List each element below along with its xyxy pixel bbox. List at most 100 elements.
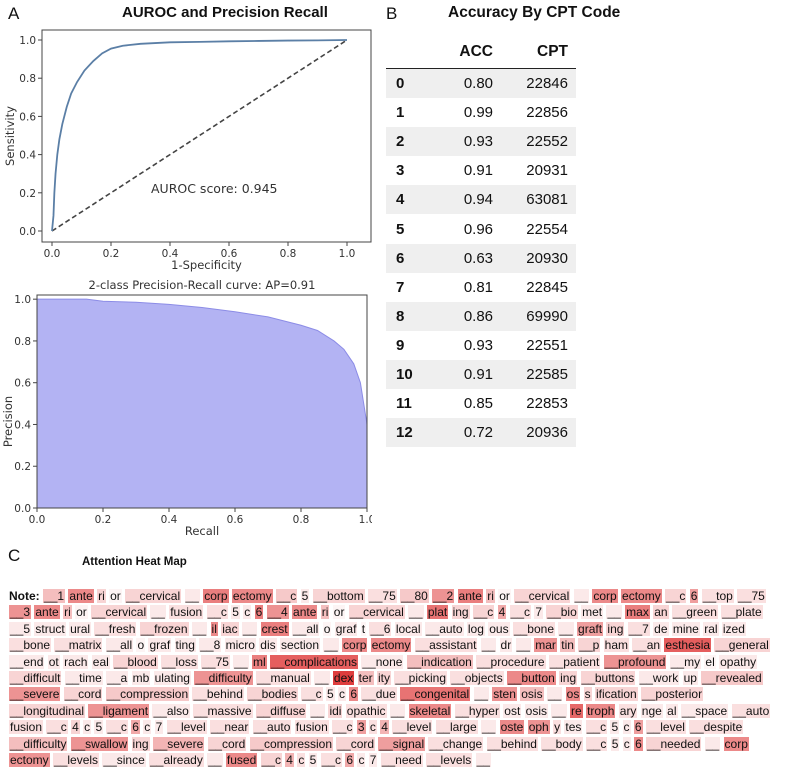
roc-curve [51,39,348,232]
attention-token: c [243,605,252,620]
attention-token: oph [527,720,550,735]
attention-token: __ [184,589,200,603]
attention-token: __levels [426,753,473,768]
attention-token: or [498,589,511,603]
attention-token: __ [389,703,406,718]
attention-token: __plate [721,605,763,620]
attention-token: ectomy [9,753,50,768]
attention-token: re [570,703,583,718]
table-row: 2 0.93 22552 [386,127,576,157]
attention-token: iac [221,621,239,636]
attention-token: s [583,687,592,702]
attention-token: 4 [71,720,80,735]
attention-token: __my [669,654,702,669]
attention-token: ter [357,671,374,686]
attention-token: ized [721,621,746,636]
attention-token: __a [106,671,129,686]
acc-cell: 0.93 [463,336,494,354]
attention-token: __difficult [9,671,62,686]
cpt-cell: 22846 [526,75,568,93]
attention-token: c [297,753,306,768]
attention-token: __since [102,753,146,768]
attention-token: crest [260,621,289,636]
attention-token: __all [105,638,134,653]
acc-cell: 0.63 [463,249,494,267]
attention-token: graft [577,621,604,636]
attention-token: __work [638,671,680,686]
attention-token: ing [559,671,578,686]
attention-token: __auto [252,720,292,735]
attention-token: or [332,605,346,620]
attention-token: ary [618,703,638,718]
attention-token: __c [585,736,608,751]
attention-token: __c [46,720,68,735]
cpt-cell: 22845 [526,278,568,296]
attention-token: dex [332,671,355,686]
attention-token: mar [534,638,557,653]
attention-token: __behind [192,687,244,702]
cpt-cell: 22853 [526,395,568,413]
attention-token: __levels [53,753,100,768]
pr-ylabel: Precision [1,396,15,447]
attention-token: oste [499,720,525,735]
attention-token: __ [314,671,330,686]
roc-plot-frame [41,29,372,243]
attention-token: mine [671,621,700,636]
roc-chance-line [51,39,348,232]
attention-token: __behind [486,736,538,751]
attention-token: local [394,621,422,636]
pr-ytick-label: 0.6 [14,378,31,390]
attention-token: __c [206,605,228,620]
attention-token: 5 [94,720,104,735]
table-row: 10 0.91 22585 [386,359,576,390]
attention-token: ral [703,621,719,636]
header-acc: ACC [459,42,494,60]
attention-token: 5 [610,736,620,751]
attention-token: ectomy [621,589,662,603]
attention-token: __c [106,720,128,735]
auroc-title: AUROC and Precision Recall [122,4,328,21]
acc-cell: 0.96 [463,220,494,238]
attention-token: 7 [154,720,164,735]
roc-xtick-label: 0.4 [162,248,179,260]
attention-token: __compression [249,736,334,751]
attention-token: __loss [161,654,198,669]
attention-token: __cord [63,687,103,702]
attention-token: __profound [603,654,667,669]
attention-token: skeletal [408,703,452,718]
attention-token: __objects [450,671,504,686]
roc-xtick-label: 0.0 [44,248,61,260]
attention-token: al [666,703,678,718]
attention-token: __2 [432,589,455,603]
attention-token: tin [560,638,575,653]
attention-token: ham [603,638,629,653]
attention-token: __fresh [94,621,137,636]
attention-token: ri [486,589,495,603]
attention-token: an [653,605,669,620]
header-index [386,35,438,69]
table-row: 3 0.91 20931 [386,156,576,185]
attention-token: __severe [152,736,205,751]
pr-ytick-label: 0.4 [14,419,31,431]
attention-token: o [322,621,332,636]
roc-xlabel: 1-Specificity [171,258,242,272]
attention-token: __compression [105,687,190,702]
attention-token: fused [225,753,258,768]
attention-token: rach [63,654,89,669]
roc-xtick-label: 0.2 [103,248,120,260]
attention-token: 6 [349,687,359,702]
attention-token: __ [704,736,721,751]
panel-letter-c: C [8,546,21,565]
header-cpt: CPT [537,42,568,60]
attention-token: corp [723,736,749,751]
attention-token: __general [714,638,770,653]
acc-cell: 0.80 [463,75,494,93]
index-cell: 5 [396,220,405,238]
attention-token: ing [606,621,625,636]
accuracy-table: ACC CPT 0 0.80 22846 1 0.99 22856 2 0.93 22552 3 0… [386,35,576,448]
attention-token: __massive [193,703,253,718]
attention-token: 3 [356,720,366,735]
pr-xtick-label: 0.0 [29,514,46,526]
attention-token: __complications [269,654,359,669]
attention-heatmap: Note: __1 ante ri or __cervical __ corp … [9,588,777,768]
